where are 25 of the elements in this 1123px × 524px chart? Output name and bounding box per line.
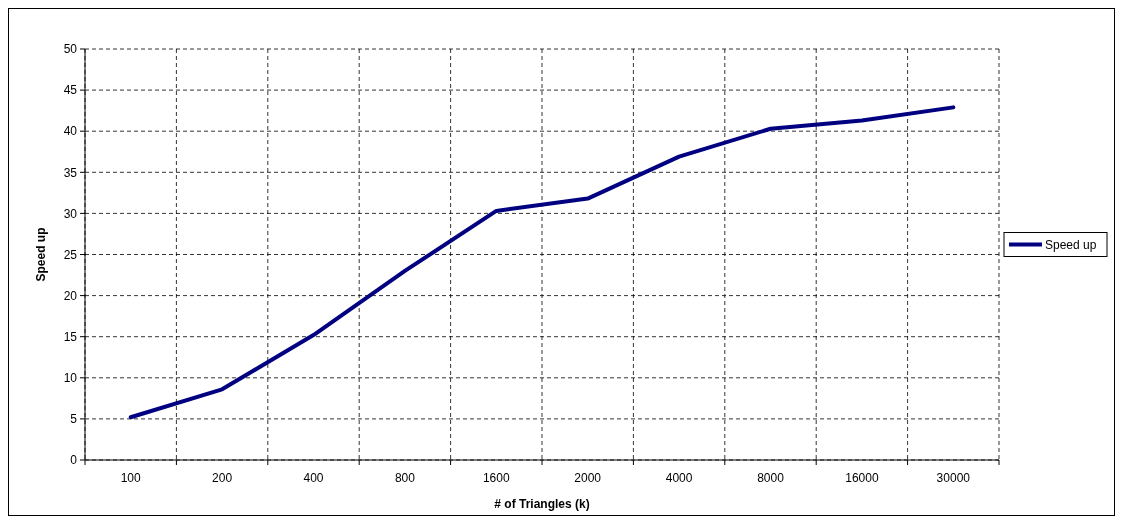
y-axis-title: Speed up xyxy=(34,227,48,282)
line-series xyxy=(128,105,956,420)
y-tick-label: 25 xyxy=(63,247,78,262)
y-tick-label: 10 xyxy=(63,371,78,385)
x-tick-label: 200 xyxy=(212,471,233,485)
x-tick-label: 400 xyxy=(303,471,324,485)
y-tick-label: 40 xyxy=(63,124,78,139)
x-tick-label: 2000 xyxy=(574,471,602,485)
y-tick-label: 30 xyxy=(63,206,78,221)
y-tick-label: 45 xyxy=(63,83,78,98)
x-tick-label: 30000 xyxy=(936,471,971,485)
y-tick-label: 5 xyxy=(70,412,78,427)
x-tick-label: 1600 xyxy=(482,471,510,485)
x-tick-label: 16000 xyxy=(845,471,879,485)
x-tick-label: 100 xyxy=(120,471,142,485)
y-tick-label: 35 xyxy=(63,165,78,180)
legend-label: Speed up xyxy=(1045,237,1097,252)
x-tick-label: 4000 xyxy=(665,471,693,485)
y-tick-label: 50 xyxy=(63,42,78,57)
y-tick-label: 20 xyxy=(63,288,78,303)
x-axis-title: # of Triangles (k) xyxy=(494,497,590,511)
x-tick-label: 8000 xyxy=(757,471,785,485)
y-tick-label: 0 xyxy=(70,453,78,468)
y-tick-label: 15 xyxy=(63,329,78,344)
x-tick-label: 800 xyxy=(394,471,416,485)
